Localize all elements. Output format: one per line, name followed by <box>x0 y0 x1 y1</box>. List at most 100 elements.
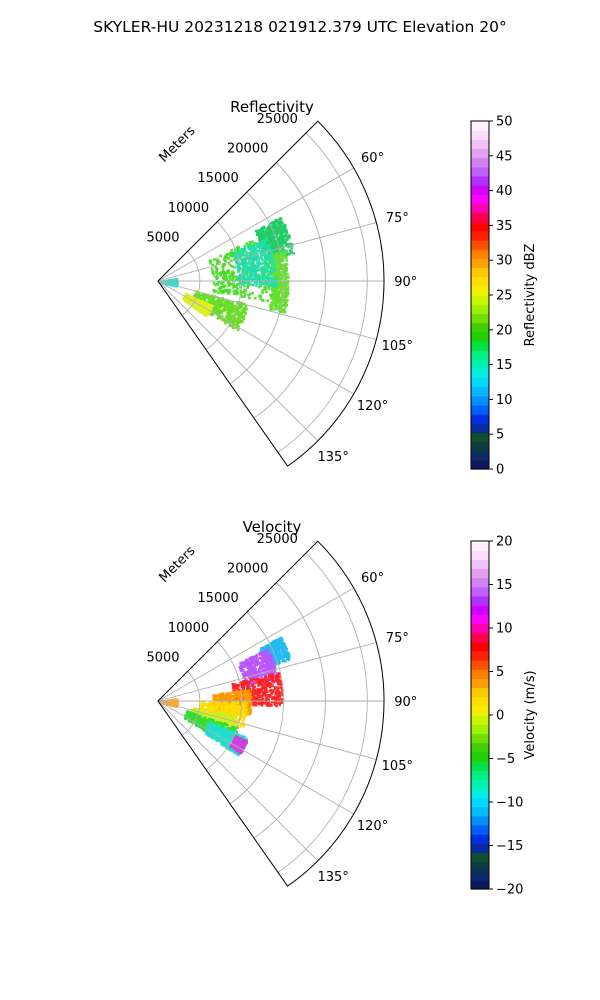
echo-pixel <box>193 295 196 298</box>
echo-pixel <box>162 281 165 285</box>
echo-pixel <box>240 295 244 298</box>
echo-pixel <box>255 233 259 236</box>
echo-pixel <box>274 693 277 696</box>
echo-pixel <box>271 673 274 676</box>
echo-pixel <box>217 287 221 290</box>
echo-pixel <box>284 298 287 302</box>
echo-pixel <box>283 307 286 311</box>
echo-pixel <box>275 252 278 255</box>
echo-pixel <box>264 251 267 255</box>
echo-pixel <box>274 304 277 308</box>
echo-pixel <box>279 228 283 231</box>
echo-pixel <box>274 687 277 690</box>
echo-pixel <box>275 223 279 227</box>
echo-pixel <box>266 683 269 686</box>
echo-pixel <box>263 240 266 244</box>
echo-pixel <box>230 320 234 323</box>
echo-pixel <box>226 301 230 305</box>
echo-pixel <box>209 262 212 265</box>
echo-pixel <box>280 294 284 298</box>
echo-pixel <box>245 673 249 677</box>
echo-pixel <box>246 682 250 685</box>
echo-pixel <box>211 269 215 273</box>
colorbar-segment <box>471 249 489 259</box>
echo-pixel <box>242 675 246 678</box>
echo-pixel <box>251 283 255 287</box>
echo-pixel <box>256 661 260 665</box>
echo-pixel <box>242 314 246 318</box>
echo-pixel <box>261 246 265 249</box>
echo-pixel <box>222 275 226 278</box>
echo-pixel <box>249 709 253 712</box>
echo-pixel <box>274 660 277 663</box>
echo-pixel <box>253 276 256 280</box>
echo-pixel <box>260 665 264 669</box>
echo-pixel <box>257 285 261 289</box>
echo-pixel <box>274 298 278 302</box>
echo-pixel <box>223 278 226 282</box>
echo-pixel <box>240 311 243 315</box>
echo-pixel <box>261 258 264 261</box>
echo-pixel <box>236 292 239 296</box>
echo-pixel <box>275 254 278 258</box>
echo-pixel <box>258 688 262 691</box>
echo-pixel <box>209 312 212 316</box>
echo-pixel <box>279 243 282 246</box>
colorbar-segment <box>471 414 489 424</box>
echo-pixel <box>211 312 215 315</box>
echo-pixel <box>162 280 166 283</box>
echo-pixel <box>248 252 252 256</box>
colorbar-tick-label: 30 <box>496 254 513 269</box>
echo-pixel <box>236 283 239 286</box>
colorbar-segment <box>471 423 489 433</box>
echo-pixel <box>263 274 266 278</box>
echo-pixel <box>278 262 281 265</box>
echo-pixel <box>251 693 254 697</box>
echo-pixel <box>254 681 258 684</box>
echo-pixel <box>269 641 273 645</box>
echo-pixel <box>253 258 256 262</box>
echo-pixel <box>239 693 242 696</box>
echo-pixel <box>252 667 256 670</box>
echo-pixel <box>239 273 243 277</box>
echo-pixel <box>253 264 257 267</box>
echo-pixel <box>261 234 264 237</box>
echo-pixel <box>244 305 248 308</box>
echo-pixel <box>244 292 247 296</box>
colorbar-segment <box>471 157 489 168</box>
echo-pixel <box>212 273 215 276</box>
echo-pixel <box>227 262 231 265</box>
echo-pixel <box>253 685 257 689</box>
echo-pixel <box>284 263 287 267</box>
echo-pixel <box>233 292 236 296</box>
echo-pixel <box>276 688 280 691</box>
echo-pixel <box>233 255 237 258</box>
echo-pixel <box>247 257 250 260</box>
echo-pixel <box>204 304 207 308</box>
echo-pixel <box>225 697 228 700</box>
echo-pixel <box>253 281 257 285</box>
echo-pixel <box>254 252 258 255</box>
echo-pixel <box>256 681 260 684</box>
echo-pixel <box>290 246 293 250</box>
colorbar-segment <box>471 285 489 296</box>
echo-pixel <box>248 240 252 244</box>
echo-pixel <box>272 653 276 657</box>
echo-pixel <box>281 234 285 238</box>
echo-pixel <box>279 286 282 290</box>
echo-pixel <box>282 651 285 655</box>
echo-pixel <box>273 677 277 681</box>
echo-pixel <box>206 296 209 299</box>
echo-pixel <box>241 251 245 254</box>
echo-pixel <box>281 689 284 693</box>
echo-pixel <box>253 695 257 699</box>
colorbar-segment <box>471 258 489 269</box>
colorbar-segment <box>471 395 489 406</box>
echo-pixel <box>246 280 250 284</box>
echo-pixel <box>266 262 270 266</box>
echo-pixel <box>197 293 200 296</box>
echo-pixel <box>264 675 267 678</box>
echo-pixel <box>237 315 241 319</box>
echo-pixel <box>249 265 253 268</box>
